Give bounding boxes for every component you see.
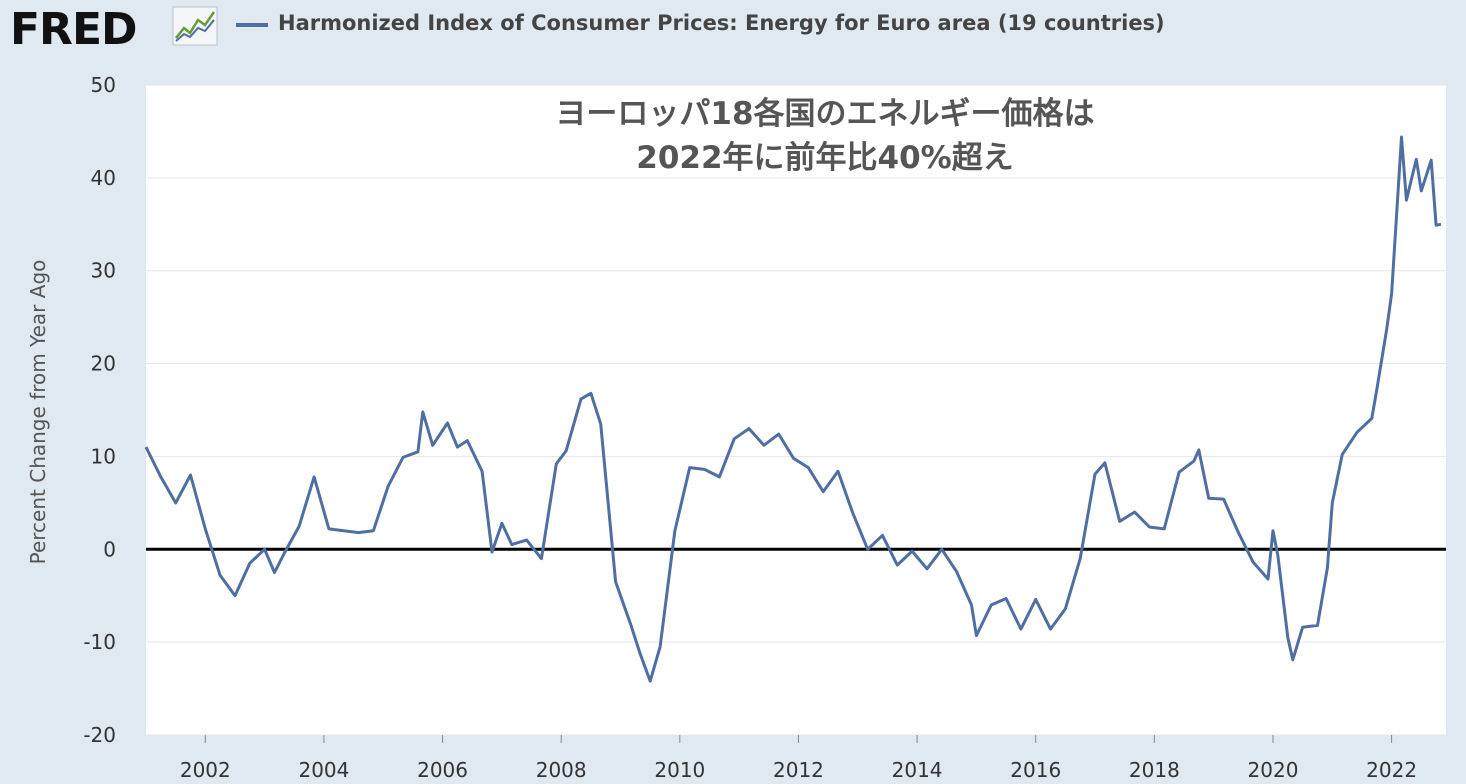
y-tick-label: 0 <box>103 537 116 561</box>
x-tick-label: 2014 <box>892 758 943 782</box>
x-tick-label: 2020 <box>1248 758 1299 782</box>
x-tick-label: 2004 <box>298 758 349 782</box>
y-tick-label: 10 <box>91 444 116 468</box>
y-tick-label: -10 <box>83 630 116 654</box>
legend-series-label[interactable]: Harmonized Index of Consumer Prices: Ene… <box>278 11 1165 35</box>
y-tick-label: 50 <box>91 73 116 97</box>
chart-title-line: ヨーロッパ18各国のエネルギー価格は <box>555 96 1095 132</box>
y-tick-label: 20 <box>91 352 116 376</box>
x-tick-label: 2016 <box>1010 758 1061 782</box>
series-line <box>144 135 1442 683</box>
x-tick-label: 2002 <box>180 758 231 782</box>
legend-swatch <box>236 23 268 27</box>
plot-area <box>146 85 1446 735</box>
y-tick-label: 40 <box>91 166 116 190</box>
y-tick-label: -20 <box>83 723 116 747</box>
x-tick-label: 2022 <box>1366 758 1417 782</box>
header: FRED Harmonized Index of Consumer Prices… <box>0 0 1466 56</box>
x-tick-label: 2008 <box>536 758 587 782</box>
x-tick-label: 2018 <box>1129 758 1180 782</box>
fred-chart-icon <box>172 6 218 46</box>
chart-title-line: 2022年に前年比40%超え <box>636 140 1014 176</box>
y-axis-label: Percent Change from Year Ago <box>26 259 50 565</box>
chart-overlay-title: ヨーロッパ18各国のエネルギー価格は 2022年に前年比40%超え <box>300 92 1350 180</box>
fred-logo[interactable]: FRED <box>10 4 138 55</box>
x-tick-label: 2006 <box>417 758 468 782</box>
x-tick-label: 2010 <box>654 758 705 782</box>
y-tick-label: 30 <box>91 259 116 283</box>
x-tick-label: 2012 <box>773 758 824 782</box>
